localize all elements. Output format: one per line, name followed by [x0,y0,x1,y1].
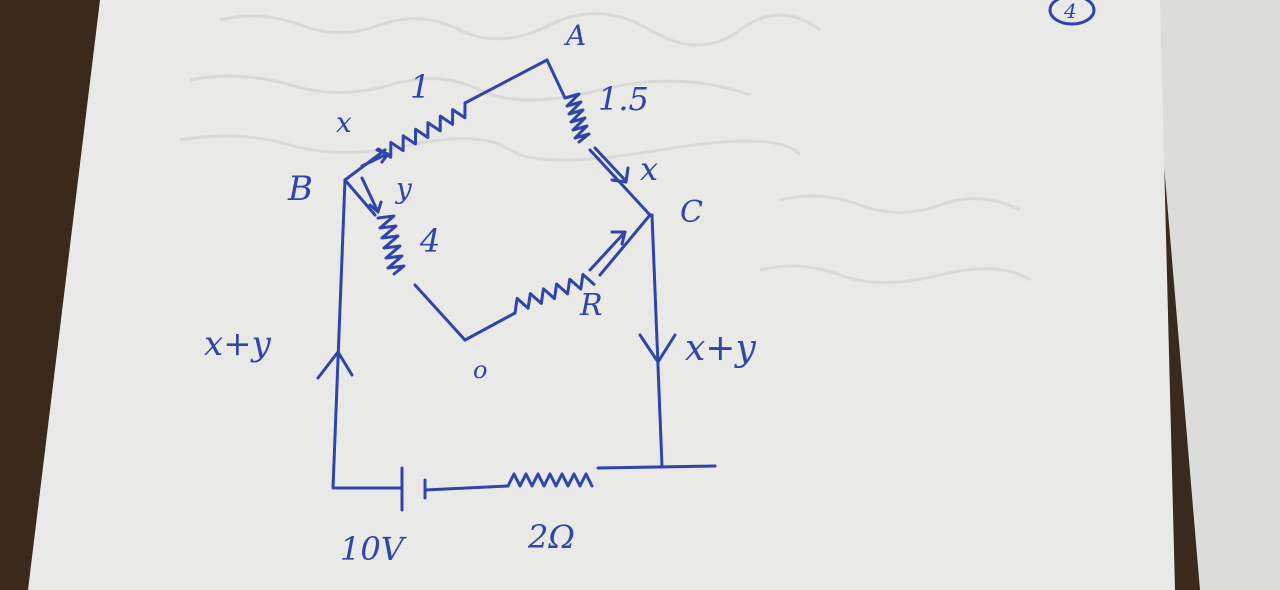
resistor-ac [563,92,591,144]
wire-bottom-right [596,464,717,470]
node-label-b: B [287,169,313,209]
page-number: 4 [1063,0,1077,23]
arrow-x-ab [360,148,390,168]
resistor-ab [376,101,467,159]
wire-o-resistor4 [463,311,517,342]
arrow-y [360,176,383,214]
resistor-label-ac: 1.5 [598,80,649,118]
resistor-label-oc: R [579,288,603,323]
arrow-oc [588,230,627,272]
wire-left [331,178,402,490]
wire-battery-resistor5 [423,484,510,492]
wire-a-resistor1 [463,58,549,105]
wire-resistor4-c [598,213,652,277]
current-label-x-ac: x [640,150,658,188]
arrow-down-right [638,333,677,364]
current-label-x-ab: x [336,106,352,139]
current-label-total-right: x+y [685,328,756,369]
current-label-total-left: x+y [204,324,272,364]
bleed-through-text [179,12,1031,284]
battery-label: 10V [340,530,407,568]
node-label-a: A [563,19,586,52]
resistor-series [506,472,594,488]
paper-sheet [28,0,1175,590]
node-label-o: o [473,356,487,384]
node-label-c: C [680,195,703,230]
current-label-y: y [394,172,413,205]
circuit-ink [316,0,1096,512]
resistor-label-series: 2Ω [527,518,575,556]
resistor-bo [376,214,406,276]
wire-right [650,213,664,468]
resistor-oc [513,272,596,315]
arrow-x-ac [593,146,630,184]
wire-resistor3-o [413,283,467,342]
resistor-label-bo: 4 [419,222,440,260]
wire-b-resistor3 [343,178,377,217]
page-number-circle [1048,0,1096,26]
second-sheet-edge [1150,0,1280,590]
resistor-label-ab: 1 [410,68,430,106]
arrow-up-left [316,350,354,380]
wire-a-resistor2 [545,58,567,100]
